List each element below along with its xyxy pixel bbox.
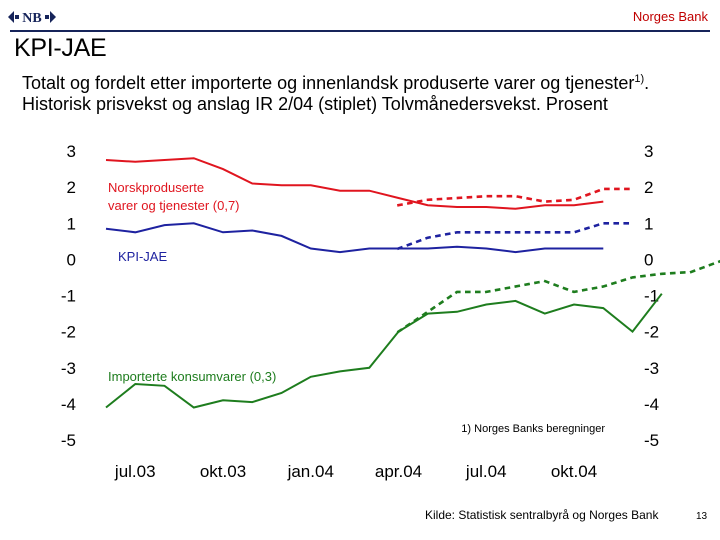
y-tick-label-left: 0: [67, 250, 76, 269]
y-tick-label-left: 2: [67, 178, 76, 197]
series-line-0: [105, 157, 604, 210]
x-tick-label: apr.04: [375, 462, 422, 481]
x-tick-label: okt.03: [200, 462, 246, 481]
y-tick-label-right: -5: [644, 431, 659, 450]
subtitle-footnote-marker: 1): [634, 73, 645, 85]
y-tick-label-right: -1: [644, 287, 659, 306]
y-tick-label-left: -3: [61, 359, 76, 378]
bank-name: Norges Bank: [632, 9, 708, 24]
y-tick-label-right: 2: [644, 178, 653, 197]
x-tick-label: jul.03: [114, 462, 156, 481]
slide-title: KPI-JAE: [14, 34, 107, 62]
y-tick-label-left: -1: [61, 287, 76, 306]
series-forecast-line-1: [396, 222, 634, 251]
y-tick-label-right: -2: [644, 323, 659, 342]
series-label-importerte: Importerte konsumvarer (0,3): [108, 369, 276, 384]
svg-text:NB: NB: [22, 11, 41, 26]
series-label-kpi-jae: KPI-JAE: [118, 249, 167, 264]
page-number: 13: [696, 511, 708, 522]
series-line-2: [105, 293, 663, 409]
series-line-1: [105, 222, 604, 254]
x-tick-label: okt.04: [551, 462, 597, 481]
y-tick-label-left: 3: [67, 142, 76, 161]
series-forecast-line-0: [396, 187, 634, 207]
y-tick-label-right: 1: [644, 214, 653, 233]
x-tick-label: jan.04: [287, 462, 334, 481]
y-tick-label-left: -2: [61, 323, 76, 342]
subtitle-text-rest: . Historisk prisvekst og anslag IR 2/04 …: [22, 73, 650, 114]
y-tick-label-left: -4: [61, 395, 76, 414]
y-tick-label-right: -4: [644, 395, 659, 414]
y-tick-label-right: -3: [644, 359, 659, 378]
header-rule: [10, 30, 710, 32]
source-note: Kilde: Statistisk sentralbyrå og Norges …: [425, 508, 659, 522]
series-label-norskproduserte-line2: varer og tjenester (0,7): [108, 198, 240, 213]
series-forecast-line-2: [396, 259, 720, 334]
y-tick-label-left: 1: [67, 214, 76, 233]
x-tick-label: jul.04: [465, 462, 507, 481]
y-tick-label-left: -5: [61, 431, 76, 450]
chart-footnote: 1) Norges Banks beregninger: [461, 423, 605, 435]
y-tick-label-right: 0: [644, 250, 653, 269]
y-tick-label-right: 3: [644, 142, 653, 161]
subtitle-text: Totalt og fordelt etter importerte og in…: [22, 73, 635, 93]
series-label-norskproduserte: Norskproduserte: [108, 180, 204, 195]
norges-bank-logo: NB: [8, 11, 56, 26]
slide-subtitle: Totalt og fordelt etter importerte og in…: [22, 69, 712, 115]
